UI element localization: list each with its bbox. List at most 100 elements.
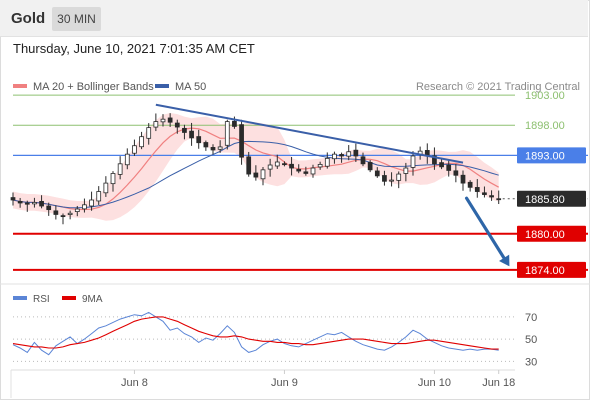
candle-body <box>324 157 330 167</box>
price-level-labels: 1903.00 1898.00 1893.00 1885.80 1880.00 1874.… <box>517 90 586 278</box>
symbol-title: Gold <box>11 10 46 27</box>
candle-body <box>360 156 366 165</box>
candle-body <box>217 146 223 150</box>
candle-body <box>224 121 230 146</box>
candle-body <box>160 118 166 123</box>
resistance-trendline <box>155 103 464 164</box>
candle-body <box>382 175 387 182</box>
candle-body <box>289 163 294 169</box>
x-tick-label: Jun 9 <box>271 377 298 389</box>
candle-body <box>196 136 202 144</box>
candle-body <box>74 208 80 213</box>
candlesticks <box>10 113 502 225</box>
level-label: 1893.00 <box>525 150 565 162</box>
arrow-head-icon <box>499 254 510 267</box>
candle-body <box>153 121 159 128</box>
research-credit: Research © 2021 Trading Central <box>416 81 580 93</box>
candle-body <box>496 198 502 201</box>
candle-body <box>239 124 244 158</box>
candle-body <box>167 117 173 123</box>
candle-body <box>403 167 409 174</box>
candle-body <box>60 215 66 218</box>
candle-body <box>474 187 480 192</box>
candle-body <box>110 173 116 185</box>
rsi-level-label: 30 <box>525 356 537 368</box>
candle-body <box>267 164 273 170</box>
candle-body <box>489 195 494 198</box>
candle-body <box>296 168 302 172</box>
ma50-legend-label: MA 50 <box>175 81 206 93</box>
candle-body <box>439 162 444 168</box>
candle-body <box>89 199 94 207</box>
rsi-level-label: 50 <box>525 334 537 346</box>
candle-body <box>253 172 259 178</box>
candle-body <box>182 127 187 133</box>
level-label: 1903.00 <box>525 90 565 102</box>
candle-body <box>374 170 380 177</box>
candle-body <box>10 197 16 201</box>
candle-body <box>274 161 280 167</box>
price-levels <box>13 94 588 271</box>
candle-body <box>246 156 252 175</box>
level-label-box-support <box>517 261 586 278</box>
candle-body <box>39 200 44 207</box>
candle-body <box>396 173 402 181</box>
candle-body <box>432 155 437 165</box>
candle-body <box>46 205 52 211</box>
chart-header: Gold 30 MIN <box>0 0 588 37</box>
candle-body <box>367 162 373 171</box>
candle-body <box>317 164 323 168</box>
x-tick-label: Jun 8 <box>121 377 148 389</box>
rsi-ma-line <box>12 316 499 350</box>
level-label: 1880.00 <box>525 229 565 241</box>
candle-body <box>339 154 344 157</box>
candle-body <box>310 167 316 175</box>
rsi-ma-legend-label: 9MA <box>82 294 103 305</box>
level-label-box-support <box>517 225 586 242</box>
candle-body <box>353 149 359 157</box>
timeframe-button[interactable]: 30 MIN <box>52 7 101 31</box>
candle-body <box>410 155 416 168</box>
level-label-box-pivot <box>517 147 586 164</box>
ma50-line <box>12 140 499 209</box>
candle-body <box>67 212 73 215</box>
x-tick-label: Jun 18 <box>482 377 515 389</box>
x-axis: Jun 8 Jun 9 Jun 10 Jun 18 <box>121 370 515 389</box>
candle-body <box>139 136 144 148</box>
candle-body <box>189 130 194 139</box>
trend-annotations <box>155 103 510 267</box>
candle-body <box>53 210 59 215</box>
ma20-legend-label: MA 20 + Bollinger Bands <box>33 81 154 93</box>
bearish-projection-arrow <box>464 196 508 262</box>
candle-body <box>96 191 102 202</box>
candle-body <box>132 145 137 154</box>
chart-timestamp: Thursday, June 10, 2021 7:01:35 AM CET <box>13 41 255 56</box>
level-label: 1898.00 <box>525 120 565 132</box>
candle-body <box>453 170 459 176</box>
level-label: 1885.80 <box>525 194 565 206</box>
rsi-line <box>12 311 499 356</box>
candle-body <box>203 142 209 148</box>
rsi-level-label: 70 <box>525 312 537 324</box>
candle-body <box>460 174 466 184</box>
candle-body <box>303 171 309 174</box>
x-tick-label: Jun 10 <box>418 377 451 389</box>
candle-body <box>482 192 487 195</box>
candle-body <box>146 127 152 139</box>
level-label: 1874.00 <box>525 265 565 277</box>
rsi-panel: 70 50 30 <box>12 311 537 368</box>
candle-body <box>389 179 394 182</box>
candle-body <box>17 200 23 204</box>
candle-body <box>232 120 237 127</box>
candle-body <box>32 201 37 205</box>
candle-body <box>332 153 337 160</box>
level-label-box-last <box>517 190 586 207</box>
candle-body <box>103 182 109 194</box>
candle-body <box>346 151 352 157</box>
candle-body <box>467 181 473 188</box>
candle-body <box>260 169 266 180</box>
candle-body <box>124 153 130 166</box>
candle-body <box>24 202 30 205</box>
moving-averages <box>12 127 499 211</box>
